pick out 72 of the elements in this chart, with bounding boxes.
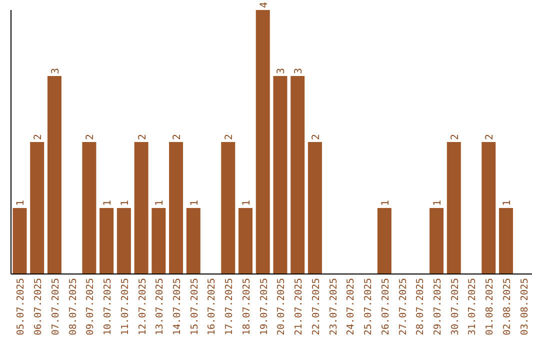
data-label: 1 xyxy=(102,200,114,206)
bar xyxy=(186,208,200,274)
x-tick-label: 03.08.2025 xyxy=(519,278,530,336)
x-tick-label: 31.07.2025 xyxy=(467,278,478,336)
data-label: 2 xyxy=(224,134,236,140)
bar xyxy=(30,142,44,274)
data-label: 2 xyxy=(33,134,44,140)
x-tick-label: 29.07.2025 xyxy=(432,278,444,336)
bar xyxy=(12,208,27,274)
bar xyxy=(377,208,392,274)
bar xyxy=(82,142,96,274)
bar xyxy=(47,76,62,274)
bar xyxy=(430,208,444,274)
bar xyxy=(256,10,270,274)
x-tick-label: 05.07.2025 xyxy=(16,278,27,336)
data-label: 1 xyxy=(154,200,166,206)
x-tick-label: 27.07.2025 xyxy=(398,278,409,336)
bar xyxy=(446,142,461,274)
bar xyxy=(499,208,514,274)
data-label: 3 xyxy=(294,68,305,74)
data-label: 1 xyxy=(16,200,27,206)
data-label: 2 xyxy=(484,134,496,140)
x-tick-label: 12.07.2025 xyxy=(137,278,148,336)
x-tick-label: 25.07.2025 xyxy=(363,278,374,336)
x-tick-label: 14.07.2025 xyxy=(172,278,183,336)
data-label: 2 xyxy=(310,134,322,140)
data-label: 1 xyxy=(380,200,392,206)
x-tick-label: 15.07.2025 xyxy=(189,278,200,336)
x-tick-label: 20.07.2025 xyxy=(276,278,288,336)
data-label: 2 xyxy=(172,134,184,140)
x-tick-label: 11.07.2025 xyxy=(120,278,131,336)
x-tick-label: 28.07.2025 xyxy=(415,278,426,336)
bar xyxy=(116,208,131,274)
bar xyxy=(308,142,322,274)
x-tick-label: 24.07.2025 xyxy=(346,278,357,336)
x-tick-label: 17.07.2025 xyxy=(224,278,236,336)
x-tick-label: 09.07.2025 xyxy=(85,278,96,336)
bar xyxy=(221,142,236,274)
data-label: 1 xyxy=(120,200,131,206)
data-label: 1 xyxy=(242,200,253,206)
bar xyxy=(290,76,305,274)
bar xyxy=(169,142,184,274)
x-tick-label: 08.07.2025 xyxy=(68,278,79,336)
bar xyxy=(238,208,253,274)
data-label: 1 xyxy=(502,200,514,206)
data-label: 2 xyxy=(85,134,96,140)
x-tick-label: 07.07.2025 xyxy=(50,278,62,336)
data-label: 1 xyxy=(189,200,200,206)
x-tick-label: 30.07.2025 xyxy=(450,278,461,336)
x-tick-label: 13.07.2025 xyxy=(154,278,166,336)
data-label: 4 xyxy=(258,2,270,8)
x-tick-label: 18.07.2025 xyxy=(241,278,252,336)
data-label: 1 xyxy=(432,200,444,206)
x-tick-label: 26.07.2025 xyxy=(380,278,392,336)
x-tick-label: 02.08.2025 xyxy=(502,278,513,336)
data-label: 3 xyxy=(50,68,62,74)
data-label: 2 xyxy=(450,134,461,140)
data-label: 3 xyxy=(276,68,288,74)
data-label: 2 xyxy=(137,134,148,140)
bar xyxy=(134,142,148,274)
x-tick-label: 19.07.2025 xyxy=(258,278,270,336)
x-tick-label: 23.07.2025 xyxy=(328,278,340,336)
x-tick-label: 01.08.2025 xyxy=(484,278,496,336)
bar xyxy=(482,142,496,274)
bar xyxy=(152,208,166,274)
x-tick-label: 06.07.2025 xyxy=(33,278,44,336)
bar xyxy=(100,208,114,274)
x-tick-label: 22.07.2025 xyxy=(310,278,322,336)
bar xyxy=(273,76,288,274)
x-tick-label: 21.07.2025 xyxy=(294,278,305,336)
x-tick-label: 10.07.2025 xyxy=(102,278,114,336)
x-tick-label: 16.07.2025 xyxy=(206,278,218,336)
